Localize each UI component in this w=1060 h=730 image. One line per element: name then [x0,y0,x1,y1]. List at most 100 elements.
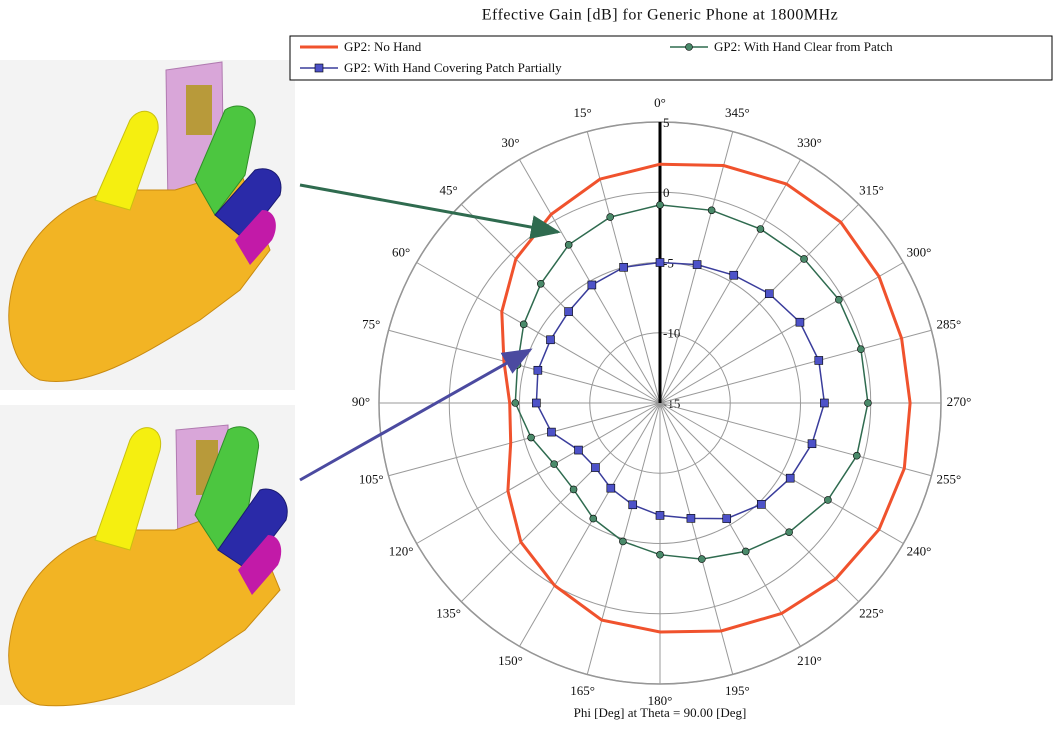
grid-spoke [659,402,932,477]
theta-tick-label: 90° [352,394,370,409]
theta-tick-label: 300° [907,244,932,259]
marker [785,528,793,536]
theta-tick-label: 15° [574,105,592,120]
marker [698,555,706,563]
marker [532,398,541,408]
marker [606,213,614,221]
arrow-covering [299,348,533,482]
marker [857,345,865,353]
marker [536,279,545,288]
theta-tick-label: 0° [654,95,666,110]
legend-marker [685,43,693,51]
arrow-clear [299,183,561,239]
marker [527,433,535,442]
marker [814,356,824,365]
marker [533,365,543,375]
grid-spoke [659,402,904,544]
grid-spoke [659,262,904,404]
marker [656,550,664,559]
theta-tick-label: 315° [859,183,884,198]
marker [764,289,774,299]
grid-spoke [388,402,661,477]
theta-tick-label: 285° [936,317,961,332]
theta-tick-label: 195° [725,683,750,698]
marker [628,500,638,510]
grid-spoke [659,402,734,675]
grid-spoke [659,203,860,404]
legend-box [289,35,1053,81]
marker [785,473,795,483]
marker [756,225,765,233]
hand-illustration-bottom [0,405,295,707]
marker [795,317,805,327]
marker [591,463,600,472]
grid-spoke [659,329,932,404]
chart-title: Effective Gain [dB] for Generic Phone at… [482,7,838,24]
grid-spoke [460,203,661,404]
theta-tick-label: 210° [797,653,822,668]
marker [656,201,664,209]
marker [686,514,696,523]
marker [655,511,665,520]
series-line [500,162,912,634]
grid-spoke [659,159,801,404]
theta-tick-label: 330° [797,135,822,150]
marker [564,307,573,316]
r-tick-label: 5 [663,115,670,130]
marker [835,295,843,304]
marker [757,500,766,509]
theta-tick-label: 120° [389,543,414,558]
marker [707,206,716,215]
theta-tick-label: 180° [648,693,673,708]
marker [513,361,522,369]
legend-label: GP2: With Hand Clear from Patch [714,39,893,54]
marker [550,460,558,468]
marker [569,485,578,494]
marker [722,514,732,523]
theta-tick-label: 135° [436,605,461,620]
theta-tick-label: 30° [501,135,519,150]
marker [606,483,616,493]
theta-tick-label: 75° [362,317,380,332]
marker [587,280,597,290]
theta-tick-label: 165° [570,683,595,698]
x-axis-label: Phi [Deg] at Theta = 90.00 [Deg] [574,705,747,720]
marker [619,262,628,272]
theta-tick-label: 45° [439,183,457,198]
theta-tick-label: 240° [907,543,932,558]
marker [655,258,665,267]
marker [864,399,872,407]
grid-spoke [659,402,801,647]
theta-tick-label: 345° [725,105,750,120]
grid-spoke [416,262,661,404]
marker [729,270,739,280]
grid-spoke [519,402,661,647]
grid-spoke [460,402,661,603]
legend-label: GP2: No Hand [344,39,422,54]
marker [852,451,861,460]
theta-tick-label: 60° [392,244,410,259]
legend-marker [314,63,324,73]
marker [574,445,583,455]
marker [546,335,555,345]
theta-tick-label: 225° [859,605,884,620]
marker [820,398,829,408]
marker [519,320,528,329]
r-tick-label: 0 [663,185,670,200]
theta-tick-label: 150° [498,653,523,668]
hand-illustration-top [0,60,295,390]
r-tick-label: -10 [663,326,680,341]
marker [807,439,817,449]
theta-tick-label: 270° [947,394,972,409]
theta-tick-label: 255° [936,471,961,486]
grid-spoke [416,402,661,544]
marker [547,427,556,437]
marker [800,255,808,263]
marker [824,496,832,504]
marker [511,399,520,407]
marker [741,547,750,556]
marker [619,537,627,546]
legend-label: GP2: With Hand Covering Patch Partially [344,60,562,75]
theta-tick-label: 105° [359,471,384,486]
